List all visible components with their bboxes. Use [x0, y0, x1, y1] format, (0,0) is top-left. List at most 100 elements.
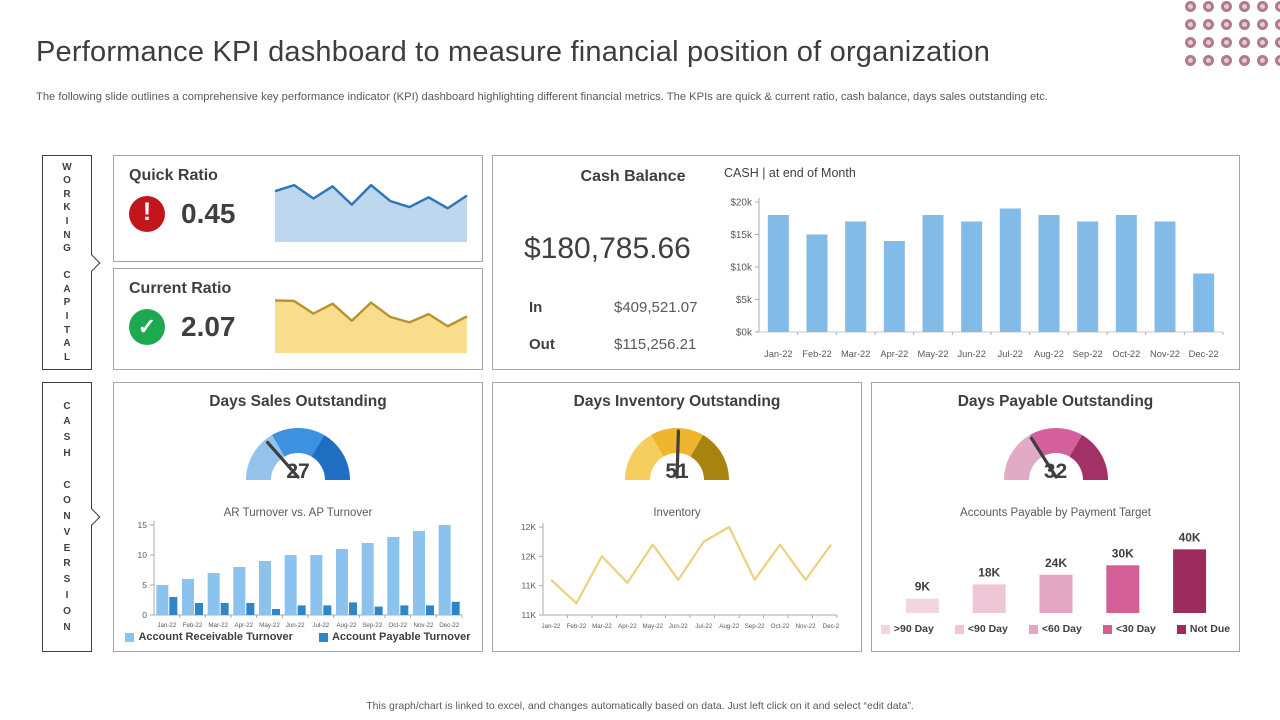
legend-swatch — [880, 624, 890, 634]
svg-text:9K: 9K — [915, 580, 931, 594]
svg-text:$15k: $15k — [730, 230, 753, 241]
svg-text:Mar-22: Mar-22 — [592, 623, 612, 630]
ar-ap-turnover-bar-chart[interactable]: 0 5 10 15 Jan-22 Feb-22 Mar-22 Apr-22 May-22 Jun-… — [132, 521, 466, 629]
dpo-title: Days Payable Outstanding — [957, 393, 1154, 410]
svg-text:Jul-22: Jul-22 — [312, 622, 329, 629]
svg-text:Jun-22: Jun-22 — [957, 349, 985, 359]
svg-text:18K: 18K — [978, 565, 1000, 579]
quick-ratio-title: Quick Ratio — [129, 167, 218, 184]
svg-text:Jun-22: Jun-22 — [286, 622, 305, 629]
svg-text:Dec-22: Dec-22 — [1189, 349, 1219, 359]
svg-text:$5k: $5k — [736, 295, 753, 306]
svg-text:Sep-22: Sep-22 — [745, 623, 766, 630]
working-capital-label: W O R K I N G C A P I T A L — [62, 161, 72, 363]
svg-text:Jan-22: Jan-22 — [157, 622, 176, 629]
svg-text:40K: 40K — [1179, 530, 1201, 544]
svg-text:Nov-22: Nov-22 — [796, 623, 817, 630]
svg-text:Aug-22: Aug-22 — [337, 622, 358, 629]
svg-text:Oct-22: Oct-22 — [1112, 349, 1140, 359]
svg-text:Apr-22: Apr-22 — [618, 623, 637, 630]
legend-swatch — [954, 624, 964, 634]
alert-glyph: ! — [142, 198, 152, 226]
svg-text:12K: 12K — [521, 522, 536, 532]
svg-text:$0k: $0k — [736, 328, 753, 339]
svg-text:Dec-2: Dec-2 — [823, 623, 840, 630]
svg-text:24K: 24K — [1045, 556, 1067, 570]
svg-text:Jul-22: Jul-22 — [998, 349, 1023, 359]
dso-gauge-chart[interactable] — [233, 416, 363, 482]
current-ratio-sparkline-chart[interactable] — [273, 294, 469, 354]
cash-balance-title: Cash Balance — [580, 168, 686, 185]
svg-text:Aug-22: Aug-22 — [719, 623, 740, 630]
cash-out-label: Out — [529, 336, 555, 353]
dio-chart-title: Inventory — [653, 507, 701, 519]
svg-text:Nov-22: Nov-22 — [414, 622, 435, 629]
svg-text:$20k: $20k — [730, 198, 753, 209]
svg-text:5: 5 — [142, 580, 147, 590]
legend-item: <60 Day — [1028, 623, 1082, 635]
quick-ratio-sparkline-chart[interactable] — [273, 177, 469, 243]
legend-item: <30 Day — [1102, 623, 1156, 635]
dso-chart-title: AR Turnover vs. AP Turnover — [223, 507, 373, 519]
dio-gauge-chart[interactable] — [612, 416, 742, 482]
svg-text:Dec-22: Dec-22 — [439, 622, 460, 629]
svg-text:May-22: May-22 — [259, 622, 280, 629]
payment-target-bar-chart[interactable]: 9K 18K 24K 30K 40K — [887, 523, 1227, 617]
svg-text:Feb-22: Feb-22 — [183, 622, 203, 629]
svg-text:0: 0 — [142, 610, 147, 620]
current-ratio-panel: Current Ratio ✓ 2.07 — [113, 268, 483, 370]
cash-balance-panel: Cash Balance CASH | at end of Month $180… — [492, 155, 1240, 370]
cash-chart-title: CASH | at end of Month — [724, 166, 856, 180]
svg-text:11K: 11K — [522, 581, 537, 591]
legend-swatch — [1102, 624, 1112, 634]
svg-text:Oct-22: Oct-22 — [771, 623, 790, 630]
current-ratio-value: 2.07 — [181, 311, 236, 342]
cash-balance-value: $180,785.66 — [524, 232, 691, 265]
legend-swatch — [125, 632, 135, 642]
svg-text:Jan-22: Jan-22 — [764, 349, 792, 359]
dpo-gauge-value: 32 — [1043, 460, 1068, 483]
svg-text:10: 10 — [138, 550, 148, 560]
page-title: Performance KPI dashboard to measure fin… — [36, 36, 991, 68]
svg-text:May-22: May-22 — [642, 623, 663, 630]
svg-text:Jun-22: Jun-22 — [669, 623, 688, 630]
svg-text:Feb-22: Feb-22 — [567, 623, 587, 630]
svg-text:Apr-22: Apr-22 — [235, 622, 254, 629]
svg-text:Apr-22: Apr-22 — [880, 349, 908, 359]
svg-text:Mar-22: Mar-22 — [841, 349, 870, 359]
days-sales-outstanding-panel: Days Sales Outstanding 27 AR Turnover vs… — [113, 382, 483, 652]
page-subtitle: The following slide outlines a comprehen… — [36, 91, 1048, 103]
svg-text:15: 15 — [138, 521, 148, 530]
check-glyph: ✓ — [137, 314, 157, 339]
svg-text:Sep-22: Sep-22 — [1073, 349, 1103, 359]
svg-text:12K: 12K — [521, 551, 536, 561]
dio-gauge-value: 51 — [665, 460, 689, 483]
chevron-right-icon — [83, 254, 101, 271]
days-payable-outstanding-panel: Days Payable Outstanding 32 Accounts Pay… — [871, 382, 1240, 652]
cash-in-value: $409,521.07 — [614, 299, 698, 316]
inventory-line-chart[interactable]: 11K 11K 12K 12K Jan-22 Feb-22 Mar-22 Apr-22 May-… — [515, 521, 841, 633]
dot-pattern — [1182, 0, 1280, 70]
section-label-working-capital: W O R K I N G C A P I T A L — [42, 155, 101, 370]
svg-text:11K: 11K — [522, 610, 537, 620]
dpo-gauge-chart[interactable] — [991, 416, 1121, 482]
dpo-chart-title: Accounts Payable by Payment Target — [960, 507, 1151, 519]
quick-ratio-value: 0.45 — [181, 198, 236, 229]
cash-in-label: In — [529, 299, 543, 316]
cash-by-month-bar-chart[interactable]: $0k $5k $10k $15k $20k Jan-22 Feb-22 Mar-22 Apr-… — [717, 192, 1227, 360]
svg-text:Aug-22: Aug-22 — [1034, 349, 1064, 359]
ar-ap-legend: Account Receivable Turnover Account Payab… — [114, 631, 482, 643]
legend-swatch — [1028, 624, 1038, 634]
payment-target-legend: >90 Day <90 Day <60 Day <30 Day Not Due — [872, 623, 1239, 635]
svg-text:Sep-22: Sep-22 — [362, 622, 383, 629]
svg-text:$10k: $10k — [730, 263, 753, 274]
legend-item: Account Receivable Turnover — [125, 631, 293, 643]
legend-swatch — [1176, 624, 1186, 634]
legend-swatch — [318, 632, 328, 642]
alert-exclamation-icon: ! — [129, 196, 165, 232]
footer-note: This graph/chart is linked to excel, and… — [366, 700, 914, 712]
svg-text:Mar-22: Mar-22 — [208, 622, 228, 629]
days-inventory-outstanding-panel: Days Inventory Outstanding 51 Inventory … — [492, 382, 862, 652]
legend-item: Not Due — [1176, 623, 1230, 635]
